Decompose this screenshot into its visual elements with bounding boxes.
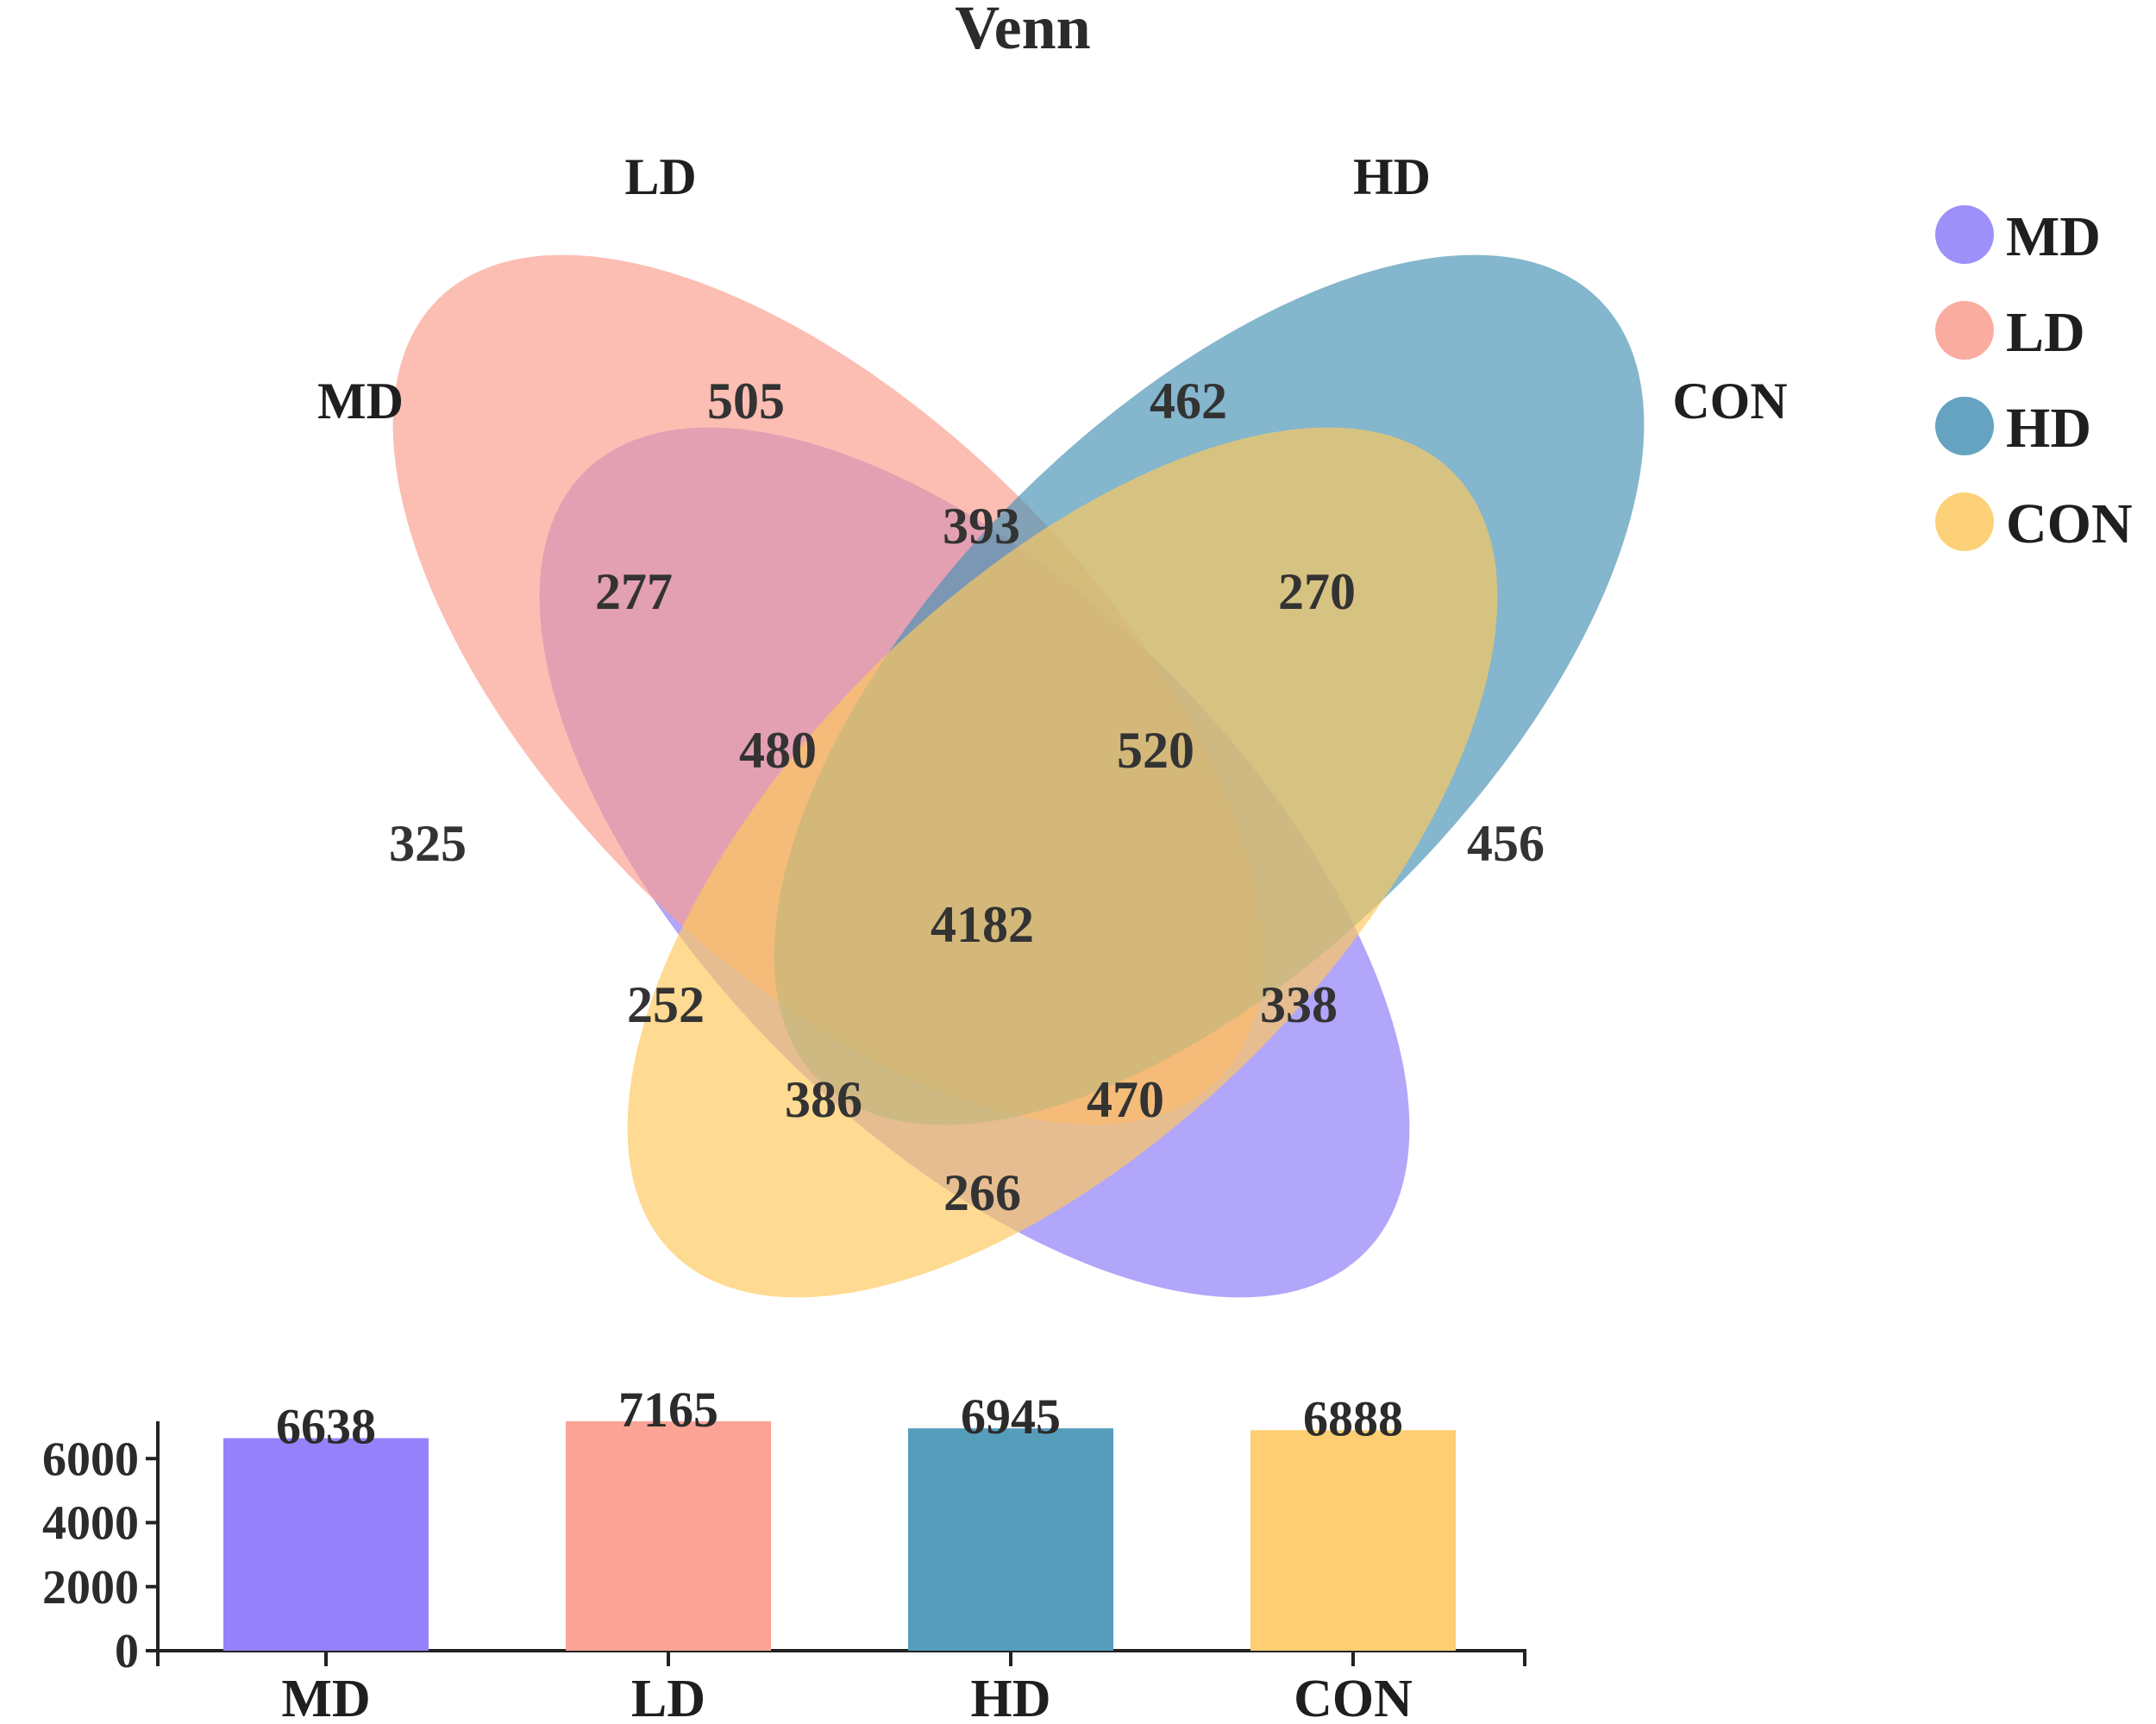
legend-swatch-hd [1935, 397, 1994, 455]
x-tick-label-ld: LD [631, 1670, 705, 1724]
bar-con [1250, 1430, 1456, 1651]
y-tick-label: 0 [115, 1625, 139, 1678]
region-count-md: 325 [389, 815, 467, 872]
y-tick-label: 4000 [42, 1497, 139, 1551]
bar-value-con: 6888 [1303, 1390, 1403, 1446]
region-count-ld-hd-con: 520 [1117, 722, 1194, 779]
region-count-ld: 505 [707, 373, 785, 429]
bar-value-md: 6638 [276, 1399, 376, 1455]
bar-hd [908, 1428, 1113, 1651]
venn-region-labels: 325 505 462 456 277 393 270 252 338 266 480 520 386 4… [389, 373, 1545, 1221]
y-tick-label: 2000 [42, 1561, 139, 1614]
set-label-ld: LD [624, 148, 696, 205]
set-label-con: CON [1672, 373, 1787, 429]
legend-label-con: CON [2006, 492, 2133, 555]
region-count-hd: 462 [1150, 373, 1227, 429]
region-count-hd-con: 270 [1278, 563, 1356, 620]
region-count-ld-hd: 393 [943, 498, 1020, 555]
bar-chart: 0 2000 4000 6000 6638 MD 7165 LD 6945 HD 6888 CON [42, 1382, 1526, 1724]
region-count-md-hd: 252 [627, 976, 705, 1033]
region-count-md-ld-con: 470 [1087, 1071, 1164, 1128]
set-label-md: MD [317, 373, 404, 429]
region-count-md-hd-con: 386 [785, 1071, 862, 1128]
legend: MD LD HD CON [1935, 205, 2133, 555]
bar-value-hd: 6945 [961, 1389, 1061, 1445]
legend-swatch-con [1935, 492, 1994, 551]
bars: 6638 MD 7165 LD 6945 HD 6888 CON [223, 1382, 1456, 1724]
bar-md [223, 1438, 429, 1651]
legend-swatch-ld [1935, 301, 1994, 360]
ellipse-con [627, 427, 1498, 1298]
region-count-ld-con: 338 [1260, 976, 1338, 1033]
region-count-md-ld-hd: 480 [739, 722, 817, 779]
region-count-md-ld: 277 [595, 563, 673, 620]
x-tick-label-hd: HD [971, 1670, 1051, 1724]
bar-ld [566, 1421, 771, 1651]
legend-swatch-md [1935, 205, 1994, 264]
region-count-con: 456 [1467, 815, 1545, 872]
bar-value-ld: 7165 [618, 1382, 718, 1438]
chart-title: Venn [955, 0, 1090, 62]
x-tick-label-md: MD [281, 1670, 370, 1724]
legend-label-md: MD [2006, 205, 2101, 268]
region-count-md-con: 266 [943, 1164, 1021, 1221]
x-ticks [156, 1651, 1526, 1666]
y-ticks: 0 2000 4000 6000 [42, 1432, 158, 1678]
venn-ellipses [392, 254, 1645, 1298]
legend-label-ld: LD [2006, 301, 2085, 364]
x-tick-label-con: CON [1294, 1670, 1413, 1724]
venn-set-labels: MD LD HD CON [317, 148, 1788, 429]
y-tick-label: 6000 [42, 1432, 139, 1486]
legend-label-hd: HD [2006, 397, 2091, 460]
region-count-md-ld-hd-con: 4182 [931, 896, 1034, 953]
set-label-hd: HD [1353, 148, 1431, 205]
